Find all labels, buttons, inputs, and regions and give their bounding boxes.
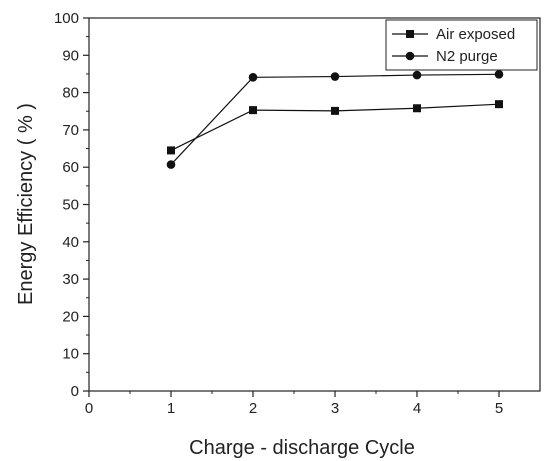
- x-tick-label: 0: [85, 400, 93, 417]
- y-tick-label: 70: [62, 122, 79, 139]
- data-point: [166, 160, 176, 169]
- data-point: [412, 70, 422, 80]
- x-tick-label: 5: [495, 400, 503, 417]
- data-point: [167, 146, 175, 155]
- x-axis-title: Charge - discharge Cycle: [189, 437, 415, 459]
- x-tick-label: 2: [249, 400, 257, 417]
- x-tick-label: 1: [167, 400, 175, 417]
- legend-marker: [406, 30, 414, 38]
- legend-label: Air exposed: [436, 26, 515, 43]
- legend-item: Air exposed: [392, 26, 515, 43]
- series-line: [170, 73, 500, 165]
- legend-box: [385, 19, 538, 71]
- plot-frame: [88, 17, 541, 392]
- series-air-exposed: [167, 100, 503, 155]
- y-tick-label: 80: [62, 85, 79, 102]
- y-tick-label: 10: [62, 346, 79, 363]
- data-point: [331, 106, 339, 115]
- x-tick-label: 4: [413, 400, 421, 417]
- data-point: [248, 73, 258, 82]
- legend-label: N2 purge: [436, 48, 498, 65]
- data-point: [249, 106, 257, 115]
- y-tick-label: 100: [54, 10, 79, 27]
- y-tick-label: 90: [62, 47, 79, 64]
- series-n2-purge: [166, 70, 504, 169]
- y-axis-ticks: 0 10 20 30 40 50 60 70 80 90 100: [54, 10, 89, 400]
- data-point: [494, 70, 504, 79]
- y-tick-label: 20: [62, 308, 79, 325]
- x-tick-label: 3: [331, 400, 339, 417]
- x-axis-ticks: 0 1 2 3 4 5: [85, 391, 503, 417]
- y-axis-title: Energy Efficiency ( % ): [15, 103, 37, 305]
- y-tick-label: 50: [62, 197, 79, 214]
- series-layer: [166, 70, 504, 169]
- plot-axes: [88, 17, 541, 392]
- data-point: [330, 72, 340, 81]
- y-tick-label: 0: [71, 383, 79, 400]
- data-point: [495, 100, 503, 109]
- y-tick-label: 60: [62, 159, 79, 176]
- data-point: [413, 104, 421, 113]
- legend: Air exposed N2 purge: [385, 19, 538, 71]
- legend-item: N2 purge: [392, 48, 498, 65]
- y-tick-label: 40: [62, 234, 79, 251]
- y-tick-label: 30: [62, 271, 79, 288]
- legend-marker: [405, 51, 415, 61]
